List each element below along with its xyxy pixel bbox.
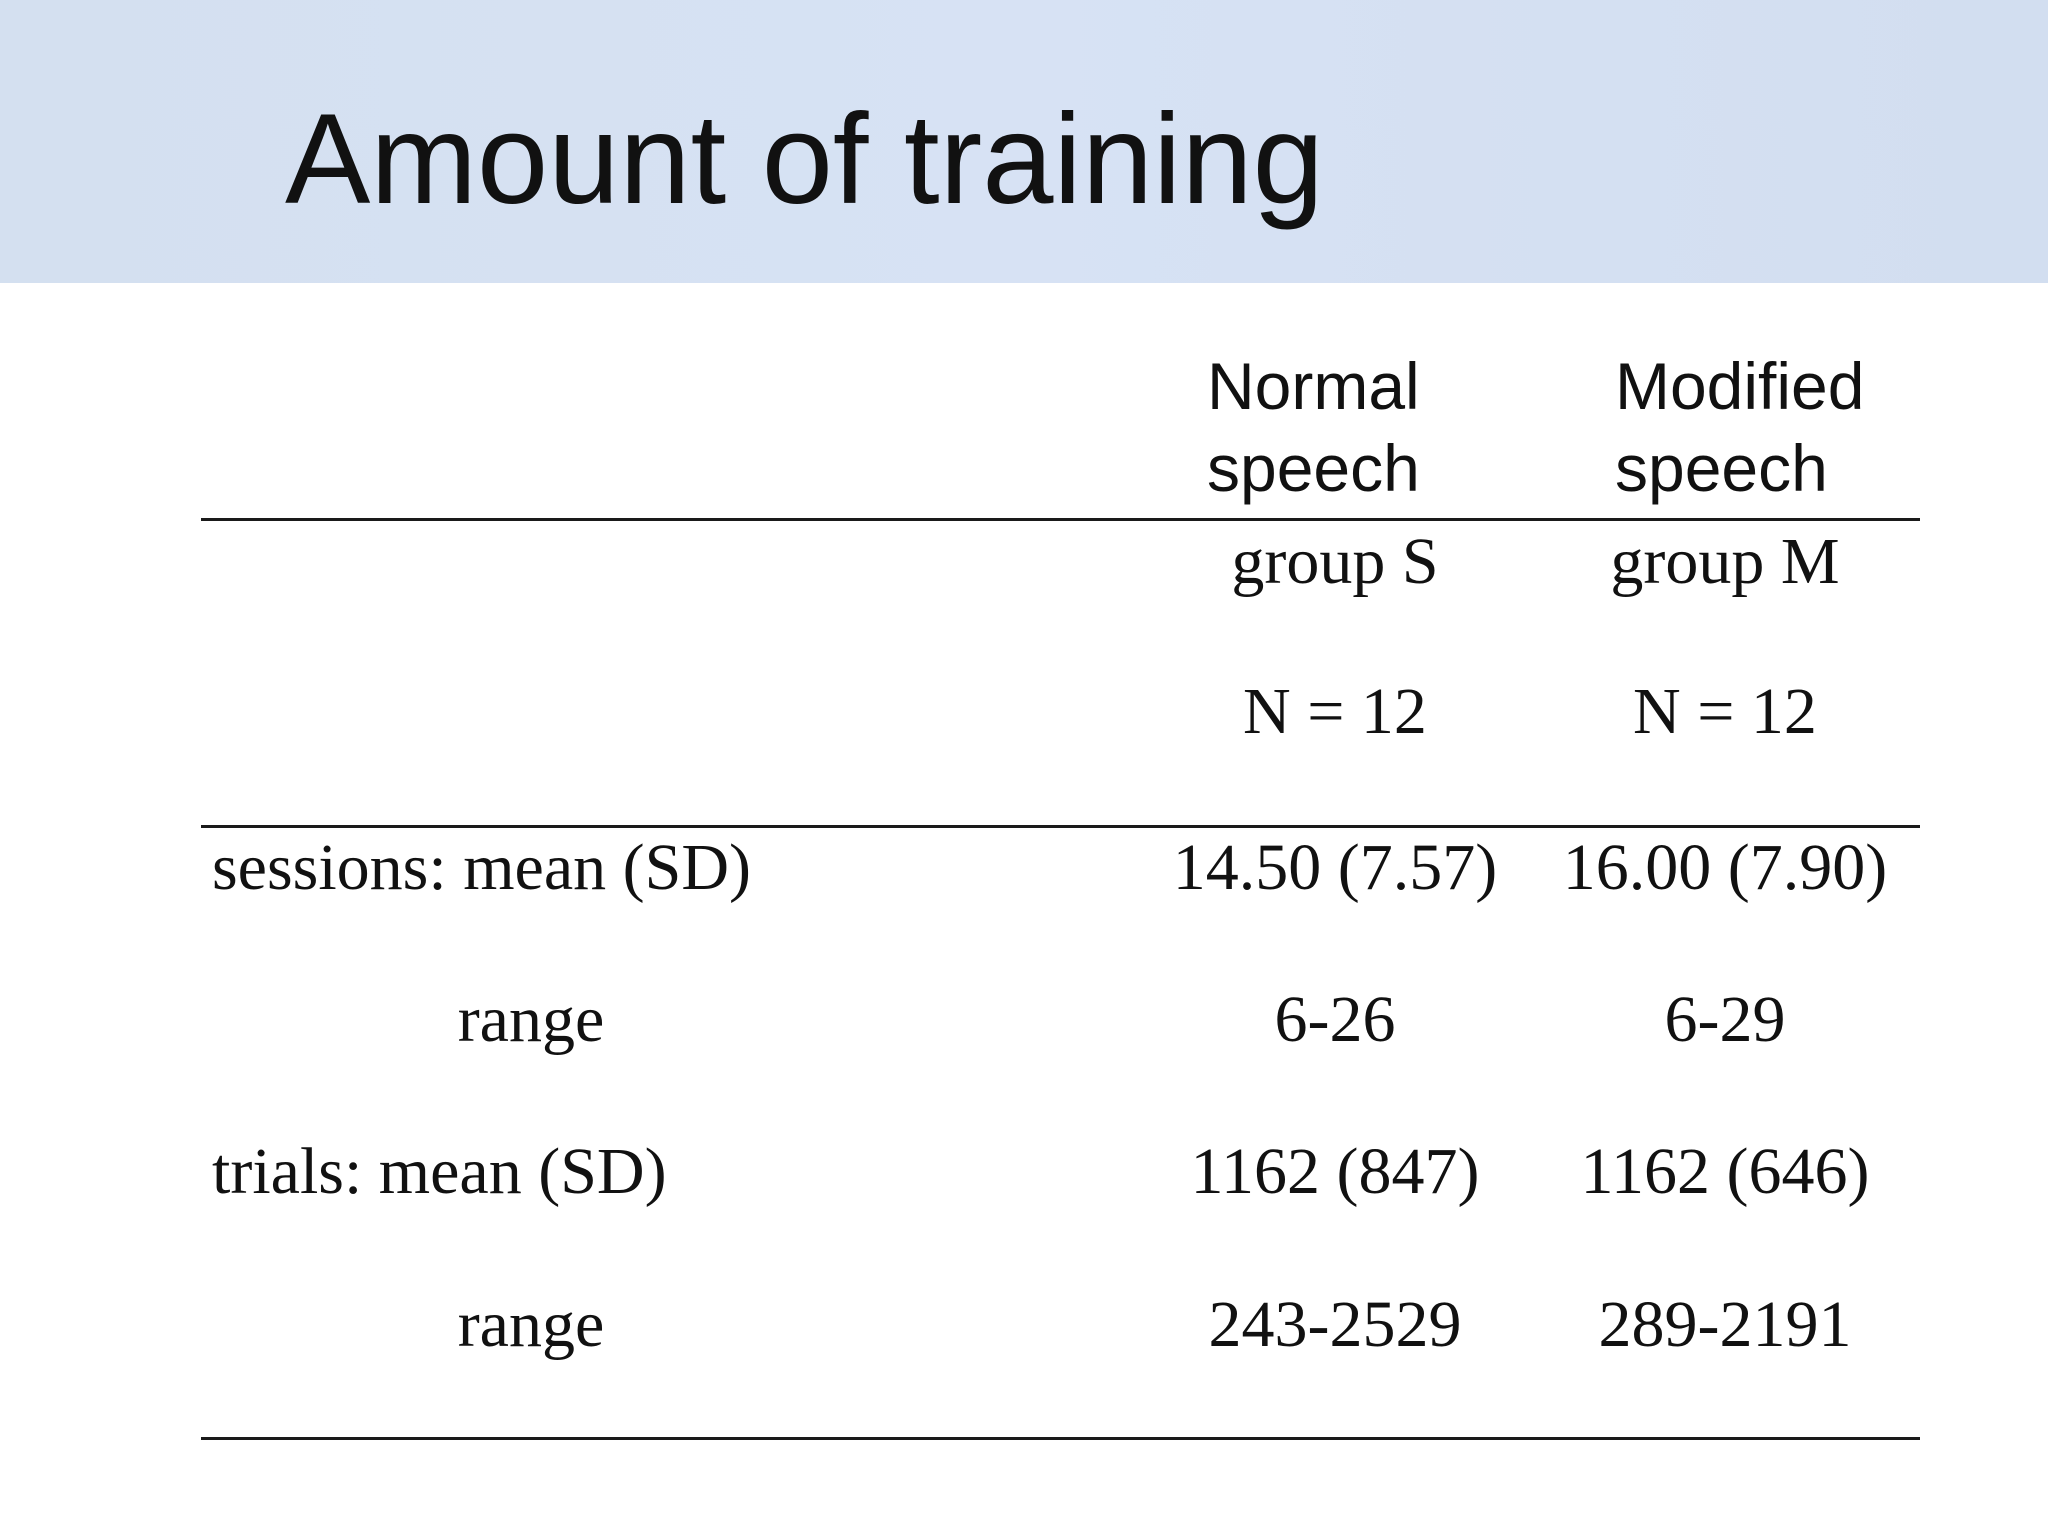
row-label: range — [457, 983, 605, 1056]
group-n-s: N = 12 — [1243, 675, 1427, 748]
title-band — [0, 0, 2048, 283]
row-label: range — [457, 1288, 605, 1361]
row-label: sessions: mean (SD) — [212, 831, 751, 904]
table-rule-bottom — [201, 1437, 1920, 1440]
table-cell: 6-26 — [1274, 983, 1396, 1056]
row-label: trials: mean (SD) — [212, 1135, 667, 1208]
slide-title: Amount of training — [285, 88, 1324, 231]
column-header-modified-line2: speech — [1615, 431, 1828, 505]
table-cell: 289-2191 — [1598, 1288, 1852, 1361]
table-cell: 1162 (847) — [1190, 1135, 1480, 1208]
column-header-normal-line2: speech — [1207, 431, 1420, 505]
group-n-m: N = 12 — [1633, 675, 1817, 748]
table-cell: 14.50 (7.57) — [1172, 831, 1498, 904]
column-header-modified-line1: Modified — [1615, 349, 1865, 423]
table-cell: 1162 (646) — [1580, 1135, 1870, 1208]
group-label-s: group S — [1231, 525, 1439, 598]
table-rule-body — [201, 825, 1920, 828]
table-rule-header — [201, 518, 1920, 521]
table-cell: 243-2529 — [1208, 1288, 1462, 1361]
group-label-m: group M — [1610, 525, 1840, 598]
column-header-normal-line1: Normal — [1207, 349, 1420, 423]
table-cell: 16.00 (7.90) — [1562, 831, 1888, 904]
table-cell: 6-29 — [1664, 983, 1786, 1056]
